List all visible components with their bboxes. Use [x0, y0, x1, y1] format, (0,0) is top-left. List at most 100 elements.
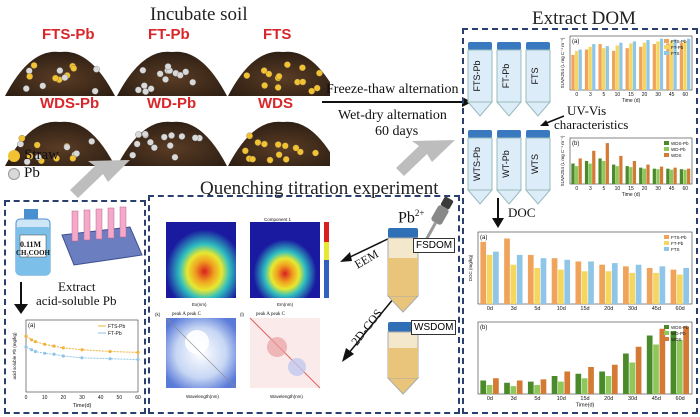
svg-text:(l): (l) [240, 312, 244, 317]
pb-particle [166, 142, 174, 149]
pb-legend-label: Pb [24, 165, 40, 181]
data-point [52, 352, 56, 356]
tube-body [467, 49, 493, 103]
titration-arrows [340, 235, 395, 362]
bar [623, 266, 629, 304]
bar [516, 254, 523, 304]
tick-label: 3 [589, 186, 592, 192]
titration-tubes [386, 228, 420, 395]
straw-particle [308, 87, 316, 95]
bar [656, 169, 660, 184]
straw-particle [261, 140, 268, 148]
bar [676, 340, 683, 394]
data-point [61, 354, 65, 358]
peak-label-right: peak A peak C [256, 312, 286, 317]
bottle-conc: 0.11M [20, 240, 42, 249]
straw-particle [312, 149, 319, 157]
bar [683, 326, 689, 394]
bar [510, 386, 517, 394]
pb-particle [135, 86, 142, 94]
legend-swatch [664, 141, 669, 145]
tube-cap [526, 130, 550, 138]
straw-particle [53, 155, 60, 162]
tube-label: WTS [530, 154, 540, 174]
tick-label: 0d [487, 306, 493, 312]
bar [642, 42, 647, 90]
bar [581, 271, 588, 304]
legend-swatch [664, 325, 669, 329]
bar [646, 268, 653, 304]
tick-label: 15 [628, 92, 634, 98]
bar [574, 166, 579, 184]
bar [619, 42, 623, 90]
characteristics-label: characteristics [554, 117, 629, 132]
bar [493, 378, 499, 394]
straw-particle [69, 154, 77, 162]
bar [619, 155, 623, 184]
rack-tube [119, 206, 127, 238]
bar [656, 41, 660, 90]
tube-label: FT-Pb [501, 64, 511, 89]
rack-tube [83, 209, 91, 241]
tube-tip [495, 101, 523, 117]
y-axis-label: SUVA254 (L mg C⁻¹ m⁻¹) [560, 135, 565, 186]
quenching-title: Quenching titration experiment [200, 178, 439, 199]
bar [679, 42, 684, 90]
pb-particle [39, 82, 47, 90]
extract-arrow [14, 282, 28, 314]
tick-label: 3d [511, 306, 517, 312]
bar [673, 167, 677, 184]
bar [632, 41, 637, 90]
bar [611, 364, 618, 394]
straw-particle [297, 148, 304, 156]
pb-particle [191, 134, 199, 142]
pb-legend-icon [8, 168, 20, 180]
tick-label: 20d [604, 306, 613, 312]
straw-particle [243, 72, 251, 79]
suva-chart-a: 0 3 5 10 15 20 30 45 60 Time (d) SUVA254 (L mg C⁻¹… [560, 35, 693, 104]
soil-label-fts: FTS [263, 26, 292, 43]
svg-text:(k): (k) [155, 312, 161, 317]
uv-arrow [540, 115, 565, 126]
tick-label: 40 [98, 395, 104, 401]
tube-tip [466, 101, 494, 117]
tick-label: 60d [676, 396, 685, 402]
pb-particle [178, 133, 186, 140]
bar [588, 367, 594, 394]
tube-cap [497, 130, 521, 138]
legend-label: WD-Pb [671, 147, 686, 152]
bar [551, 258, 558, 304]
pb-particle [88, 138, 96, 145]
bar [646, 335, 653, 394]
peak-label-left: peak A peak C [172, 312, 202, 317]
bar [612, 50, 616, 90]
legend-label: FTS-Pb [108, 324, 125, 330]
chart-frame [25, 319, 139, 393]
bar [605, 376, 612, 394]
legend-label: FTS-Pb [671, 235, 687, 240]
bar [666, 43, 670, 90]
tick-label: 45 [669, 186, 675, 192]
tick-label: 20 [642, 92, 648, 98]
legend-label: WD-Pb [671, 331, 686, 336]
tick-label: 0 [25, 395, 28, 401]
doc-chart-b: 0d 3d 5d 10d 15d 20d 30d 45d 60d Time(d) (b) WDS-Pb… [477, 321, 693, 409]
bar [629, 167, 633, 184]
tick-label: 10 [615, 186, 621, 192]
straw-particle [275, 151, 283, 159]
tick-label: 15d [580, 396, 589, 402]
data-point [30, 348, 34, 352]
tube-tip [466, 189, 494, 205]
bar [652, 44, 656, 90]
bar [676, 274, 683, 304]
bar [493, 251, 499, 304]
bar [683, 41, 687, 90]
tube-label: FTS [530, 68, 540, 85]
y-axis-label: SUVA254 (L mg C⁻¹ m⁻¹) [560, 37, 565, 88]
days-label: 60 days [375, 124, 419, 139]
bar [635, 264, 642, 304]
legend-swatch [664, 247, 669, 251]
pb-particle [156, 70, 164, 78]
bar [504, 382, 510, 394]
pb-particle [73, 150, 80, 157]
